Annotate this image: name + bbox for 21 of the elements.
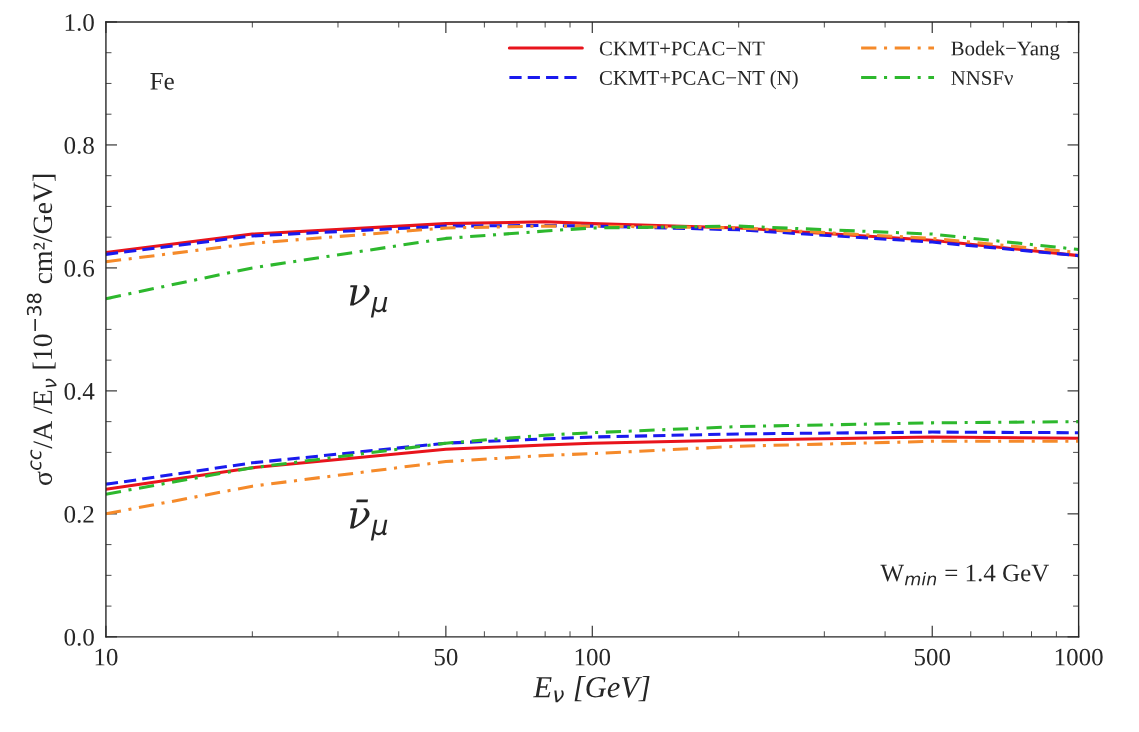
y-tick-label: 0.2 [64, 505, 94, 523]
y-tick-label: 0.8 [64, 136, 94, 154]
annotation: Fe [150, 73, 174, 90]
legend-label: CKMT+PCAC−NT (N) [599, 70, 798, 90]
x-tick-label: 500 [914, 648, 951, 666]
x-tick-label: 50 [434, 648, 458, 666]
y-tick-label: 0.6 [64, 259, 95, 277]
annotation: ν̄$_{μ}$ [349, 499, 388, 541]
x-tick-label: 10 [95, 648, 118, 666]
legend-label: NNSFν [951, 70, 1013, 85]
legend-label: CKMT+PCAC−NT [599, 41, 765, 56]
y-axis-title: σ$^{cc}$/A /E$_{ν}$ [10$^{−38}$ cm²/GeV] [26, 174, 57, 486]
x-tick-label: 100 [575, 648, 611, 666]
y-tick-label: 0.0 [64, 628, 94, 646]
y-tick-label: 0.4 [64, 382, 95, 400]
x-tick-label: 1000 [1055, 648, 1103, 666]
annotation: ν$_{μ}$ [349, 285, 388, 318]
annotation: W$_{min}$ = 1.4 GeV [880, 564, 1049, 586]
y-tick-label: 1.0 [65, 14, 94, 31]
x-axis-title: E$_{ν}$ [GeV] [533, 675, 650, 703]
legend-label: Bodek−Yang [951, 40, 1060, 60]
